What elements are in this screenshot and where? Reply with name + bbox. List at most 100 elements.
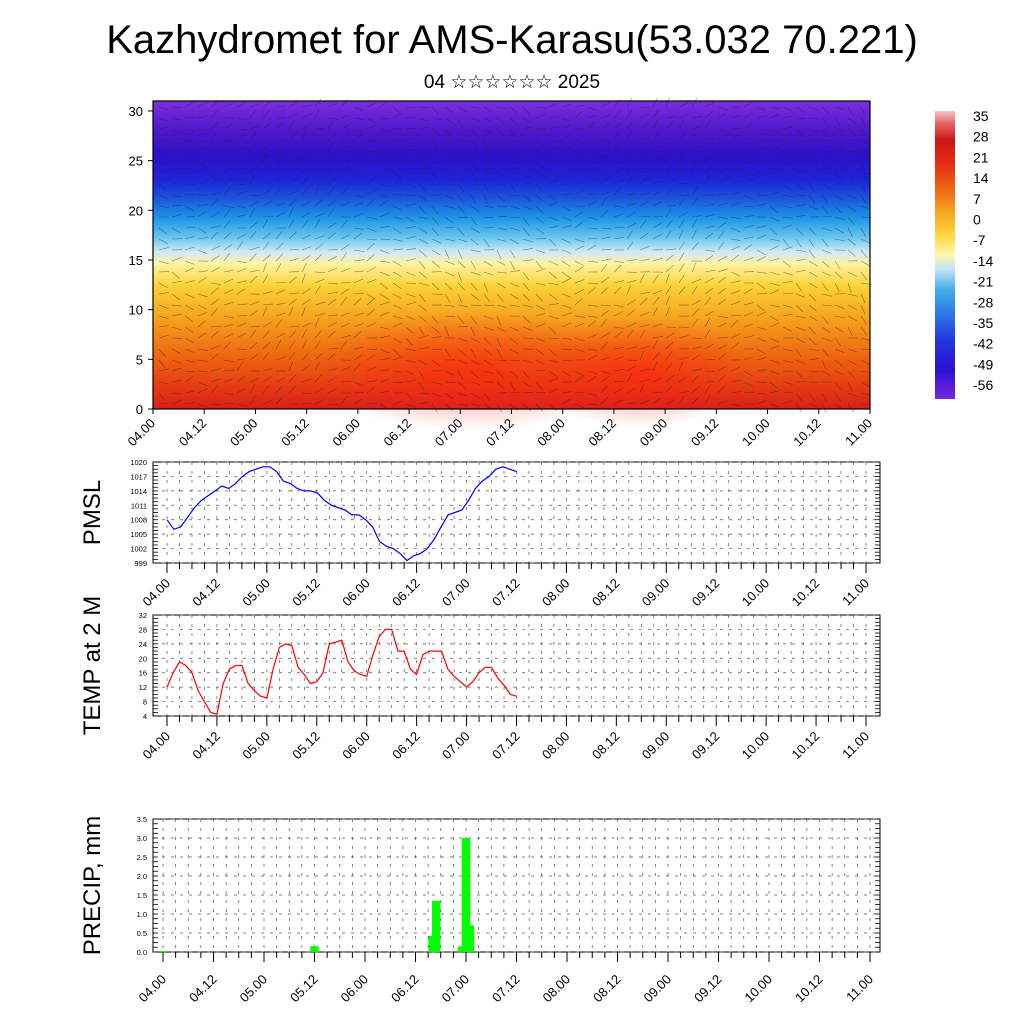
- temp-x-tick-label: 04.12: [189, 729, 223, 763]
- precip-x-tick-label: 08.12: [590, 972, 624, 1006]
- precip-x-tick-label: 09.12: [691, 972, 725, 1006]
- precip-x-tick-label: 05.00: [237, 972, 271, 1006]
- precip-y-tick-label: 0.5: [137, 929, 147, 938]
- pmsl-x-tick-label: 07.12: [489, 576, 523, 610]
- warm-core: [530, 317, 750, 427]
- temp-y-tick-label: 32: [139, 611, 147, 620]
- precip-x-tick-label: 04.00: [136, 972, 170, 1006]
- precip-bar: [432, 900, 441, 952]
- precip-x-tick-label: 06.12: [388, 972, 422, 1006]
- colorbar-label: 14: [973, 170, 989, 186]
- temp-y-tick-label: 12: [139, 683, 147, 692]
- temp-x-tick-label: 08.00: [539, 729, 573, 763]
- precip-y-tick-label: 2.0: [137, 872, 147, 881]
- colorbar-label: -56: [973, 377, 993, 393]
- colorbar-label: -28: [973, 294, 993, 310]
- y-tick-label: 15: [129, 253, 143, 268]
- temp-y-tick-label: 20: [139, 654, 147, 663]
- pmsl-y-tick-label: 1008: [130, 516, 147, 525]
- precip-bar: [465, 925, 475, 952]
- temp-x-tick-label: 07.00: [439, 729, 473, 763]
- precip-ylabel: PRECIP, mm: [79, 816, 106, 956]
- colorbar-label: -42: [973, 336, 993, 352]
- colorbar-label: -49: [973, 356, 993, 372]
- temp-x-tick-label: 09.00: [639, 729, 673, 763]
- temp-y-tick-label: 28: [139, 625, 147, 634]
- precip-x-tick-label: 10.00: [742, 972, 776, 1006]
- colorbar-label: 21: [973, 149, 989, 165]
- temp-x-tick-label: 10.12: [789, 729, 823, 763]
- pmsl-x-tick-label: 10.00: [739, 576, 773, 610]
- temp-y-tick-label: 8: [143, 698, 147, 707]
- pmsl-y-tick-label: 1014: [130, 487, 147, 496]
- pmsl-x-tick-label: 11.00: [839, 576, 872, 609]
- colorbar-label: -35: [973, 315, 993, 331]
- pmsl-x-tick-label: 07.00: [439, 576, 473, 610]
- pmsl-x-tick-label: 08.12: [589, 576, 623, 610]
- temp-x-tick-label: 08.12: [589, 729, 623, 763]
- pmsl-x-tick-label: 09.00: [639, 576, 673, 610]
- temp-x-tick-label: 06.12: [389, 729, 423, 763]
- x-tick-label: 09.12: [688, 416, 722, 450]
- precip-y-tick-label: 0.0: [137, 948, 147, 957]
- x-tick-label: 11.00: [842, 416, 875, 449]
- temp-y-tick-label: 24: [139, 640, 147, 649]
- precip-x-tick-label: 09.00: [641, 972, 675, 1006]
- precip-y-tick-label: 2.5: [137, 853, 147, 862]
- colorbar-label: -7: [973, 232, 986, 248]
- wind-field: [158, 97, 872, 414]
- precip-x-tick-label: 10.12: [792, 972, 826, 1006]
- pmsl-series-line: [166, 466, 517, 562]
- temp-x-tick-label: 04.00: [140, 729, 174, 763]
- x-tick-label: 05.00: [227, 416, 261, 450]
- precip-x-tick-label: 04.12: [186, 972, 220, 1006]
- temp-minor-ticks: [153, 614, 880, 726]
- precip-x-tick-label: 06.00: [338, 972, 372, 1006]
- temp-series-line: [166, 628, 517, 715]
- temp-y-tick-label: 4: [143, 712, 147, 721]
- pmsl-y-tick-label: 1017: [130, 472, 147, 481]
- precip-y-tick-label: 3.0: [137, 834, 147, 843]
- colorbar-label: -21: [973, 274, 993, 290]
- x-tick-label: 06.00: [329, 416, 363, 450]
- chart-title: Kazhydromet for AMS-Karasu(53.032 70.221…: [106, 18, 918, 62]
- precip-bar: [160, 950, 169, 952]
- pmsl-ylabel: PMSL: [79, 480, 106, 545]
- temp-x-tick-label: 10.00: [739, 729, 773, 763]
- y-tick-label: 5: [136, 352, 143, 367]
- pmsl-x-tick-label: 06.00: [339, 576, 373, 610]
- colorbar-label: 28: [973, 129, 989, 145]
- pmsl-x-tick-label: 09.12: [689, 576, 723, 610]
- pmsl-x-tick-label: 06.12: [389, 576, 423, 610]
- precip-y-tick-label: 1.0: [137, 910, 147, 919]
- precip-minor-ticks: [153, 818, 880, 962]
- temp-x-tick-label: 07.12: [489, 729, 523, 763]
- temp-x-tick-label: 11.00: [839, 729, 872, 762]
- temp-x-tick-label: 09.12: [689, 729, 723, 763]
- colorbar-label: 0: [973, 212, 981, 228]
- x-tick-label: 10.00: [739, 416, 773, 450]
- temp-y-tick-label: 16: [139, 669, 147, 678]
- precip-x-tick-label: 05.12: [287, 972, 321, 1006]
- pmsl-minor-ticks: [153, 461, 880, 573]
- precip-bar: [310, 946, 319, 952]
- precip-x-tick-label: 11.00: [843, 972, 876, 1005]
- y-tick-label: 10: [129, 303, 143, 318]
- colorbar-label: 7: [973, 191, 981, 207]
- temp-grid: [153, 614, 880, 717]
- pmsl-x-tick-label: 04.12: [189, 576, 223, 610]
- y-tick-label: 25: [129, 154, 143, 169]
- y-tick-label: 30: [129, 104, 143, 119]
- precip-x-tick-label: 07.00: [439, 972, 473, 1006]
- precip-bar: [461, 838, 471, 952]
- pmsl-x-tick-label: 10.12: [789, 576, 823, 610]
- pmsl-x-tick-label: 08.00: [539, 576, 573, 610]
- temp-x-tick-label: 05.12: [289, 729, 323, 763]
- temp-ylabel: TEMP at 2 M: [79, 596, 106, 736]
- pmsl-x-tick-label: 05.00: [239, 576, 273, 610]
- precip-x-tick-label: 07.12: [489, 972, 523, 1006]
- precip-y-tick-label: 3.5: [137, 815, 147, 824]
- x-tick-label: 05.12: [278, 416, 312, 450]
- colorbar-label: -14: [973, 253, 993, 269]
